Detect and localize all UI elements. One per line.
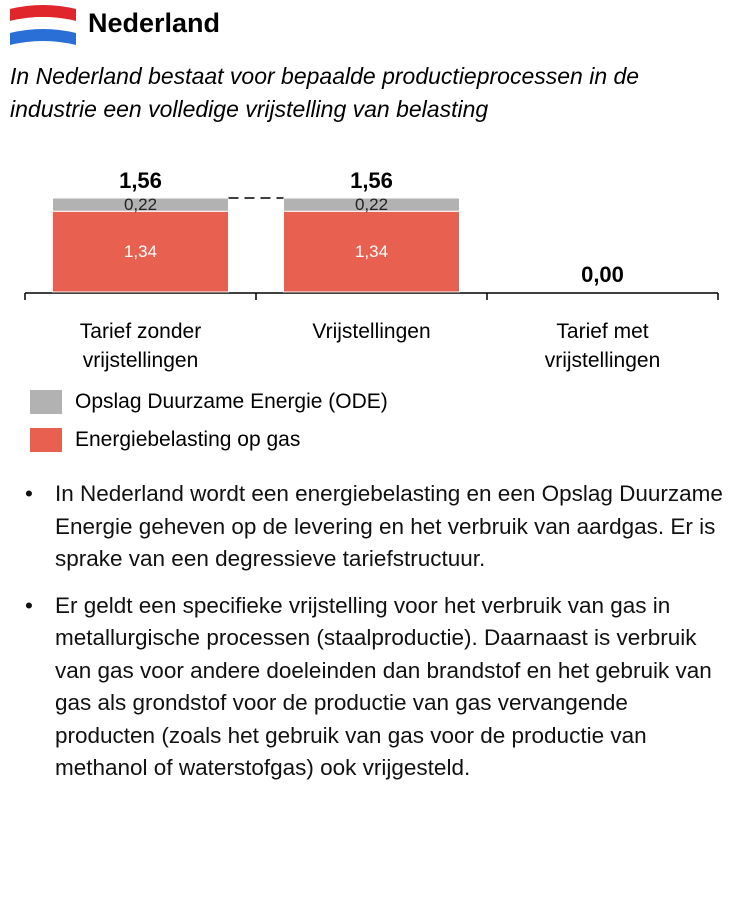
category-label: Tarief zonder vrijstellingen	[79, 320, 202, 372]
legend-item: Opslag Duurzame Energie (ODE)	[30, 390, 388, 414]
legend-item: Energiebelasting op gas	[30, 428, 300, 452]
bullet: Er geldt een specifieke vrijstelling voo…	[20, 590, 730, 785]
total-label: 1,56	[119, 168, 162, 193]
legend-label: Opslag Duurzame Energie (ODE)	[75, 390, 388, 413]
legend-swatch	[30, 390, 62, 414]
segment-label: 0,22	[355, 195, 388, 214]
chart: 1,34 0,22 1,56 1,34 0,22 1,56 0,00	[24, 168, 719, 300]
bar-segment	[52, 197, 229, 212]
total-label: 1,56	[350, 168, 393, 193]
subtitle: In Nederland bestaat voor bepaalde produ…	[10, 63, 640, 122]
category-label: Tarief met vrijstellingen	[544, 320, 661, 372]
total-label: 0,00	[581, 262, 624, 287]
bullet: In Nederland wordt een energiebelasting …	[20, 478, 730, 576]
bar-segment	[283, 197, 460, 212]
segment-label: 1,34	[355, 242, 388, 261]
bar-segment	[283, 210, 460, 293]
segment-label: 1,34	[124, 242, 157, 261]
segment-label: 0,22	[124, 195, 157, 214]
category-label: Vrijstellingen	[312, 320, 431, 343]
bar-segment	[52, 210, 229, 293]
legend-label: Energiebelasting op gas	[75, 428, 301, 451]
legend-swatch	[30, 428, 62, 452]
bullet-list: In Nederland wordt een energiebelasting …	[20, 478, 730, 799]
flag	[10, 5, 76, 45]
title: Nederland	[88, 8, 221, 38]
